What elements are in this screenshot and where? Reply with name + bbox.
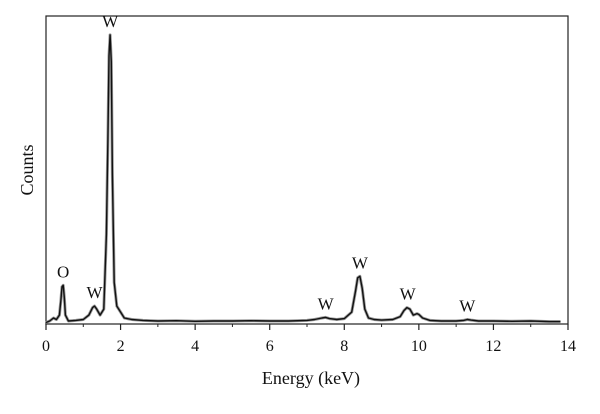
peak-label-w: W bbox=[86, 283, 103, 302]
peak-label-w: W bbox=[459, 297, 476, 316]
x-tick-label: 10 bbox=[411, 338, 427, 355]
peak-label-w: W bbox=[102, 12, 119, 31]
peak-label-w: W bbox=[400, 285, 417, 304]
peak-label-o: O bbox=[57, 262, 69, 281]
peak-label-w: W bbox=[352, 253, 369, 272]
x-tick-label: 2 bbox=[117, 338, 125, 355]
x-axis-title: Energy (keV) bbox=[262, 368, 360, 389]
x-tick-label: 8 bbox=[340, 338, 348, 355]
peak-label-w: W bbox=[318, 294, 335, 313]
y-axis-title: Counts bbox=[17, 144, 37, 195]
spectrum-line-shadow bbox=[45, 33, 561, 324]
x-tick-label: 0 bbox=[42, 338, 50, 355]
x-tick-label: 4 bbox=[191, 338, 199, 355]
x-tick-label: 14 bbox=[560, 338, 576, 355]
x-tick-label: 12 bbox=[485, 338, 501, 355]
plot-frame bbox=[45, 15, 569, 325]
axes: 0 2 4 6 8 10 12 14 bbox=[42, 324, 576, 355]
spectrum-marks bbox=[45, 33, 561, 324]
spectrum-line bbox=[45, 34, 561, 324]
x-tick-label: 6 bbox=[266, 338, 274, 355]
plot-area bbox=[45, 15, 569, 325]
